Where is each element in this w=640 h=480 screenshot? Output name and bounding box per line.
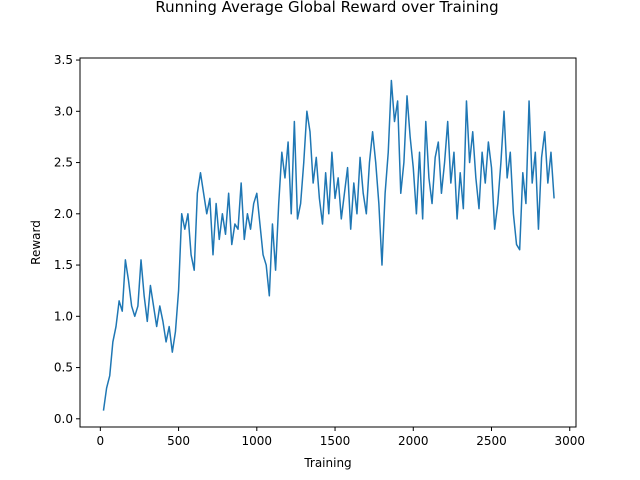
y-tick-label: 3.0 bbox=[54, 104, 73, 118]
x-tick-label: 500 bbox=[167, 434, 190, 448]
x-tick-label: 0 bbox=[97, 434, 105, 448]
x-axis: 0 500 1000 1500 2000 2500 3000 bbox=[97, 427, 585, 448]
x-tick-label: 1000 bbox=[242, 434, 273, 448]
x-tick-label: 2500 bbox=[476, 434, 507, 448]
plot-frame bbox=[79, 57, 577, 428]
y-tick-label: 0.0 bbox=[54, 412, 73, 426]
y-tick-label: 2.0 bbox=[54, 207, 73, 221]
y-tick-label: 0.5 bbox=[54, 361, 73, 375]
plot-area bbox=[80, 58, 576, 427]
y-axis-label: Reward bbox=[29, 220, 43, 265]
reward-series-line bbox=[102, 79, 555, 411]
x-axis-label: Training bbox=[303, 456, 351, 470]
y-axis: 0.0 0.5 1.0 1.5 2.0 2.5 3.0 3.5 bbox=[54, 53, 80, 426]
y-tick-label: 2.5 bbox=[54, 156, 73, 170]
y-tick-label: 3.5 bbox=[54, 53, 73, 67]
x-tick-label: 3000 bbox=[554, 434, 585, 448]
x-tick-label: 1500 bbox=[320, 434, 351, 448]
chart-title: Running Average Global Reward over Train… bbox=[155, 0, 498, 16]
y-tick-label: 1.0 bbox=[54, 309, 73, 323]
y-tick-label: 1.5 bbox=[54, 258, 73, 272]
x-tick-label: 2000 bbox=[398, 434, 429, 448]
